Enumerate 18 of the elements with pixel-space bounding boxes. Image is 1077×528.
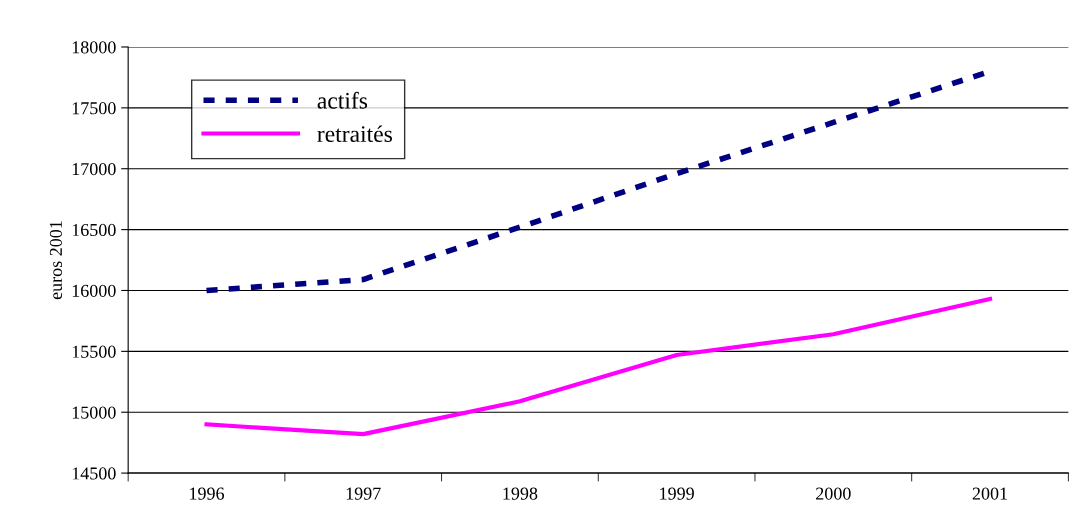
legend-label: actifs [317, 91, 368, 109]
y-tick-label: 16000 [72, 284, 116, 297]
y-tick-label: 17000 [72, 162, 116, 176]
y-tick-label: 16500 [72, 223, 116, 237]
x-tick-label: 1996 [190, 487, 225, 500]
x-tick-label: 1999 [660, 487, 694, 500]
x-tick-label: 1998 [503, 487, 538, 500]
y-axis-title: euros 2001 [49, 221, 62, 300]
y-tick-label: 15000 [72, 406, 116, 419]
y-tick-label: 14500 [72, 467, 116, 480]
y-tick-label: 15500 [72, 345, 116, 358]
y-tick-label: 18000 [72, 41, 116, 54]
x-tick-label: 1997 [346, 487, 381, 500]
y-tick-label: 17500 [72, 102, 116, 115]
x-tick-label: 2000 [816, 487, 851, 500]
line-series [204, 296, 993, 437]
x-tick-label: 2001 [972, 487, 1007, 500]
legend-label: retraités [317, 125, 392, 143]
